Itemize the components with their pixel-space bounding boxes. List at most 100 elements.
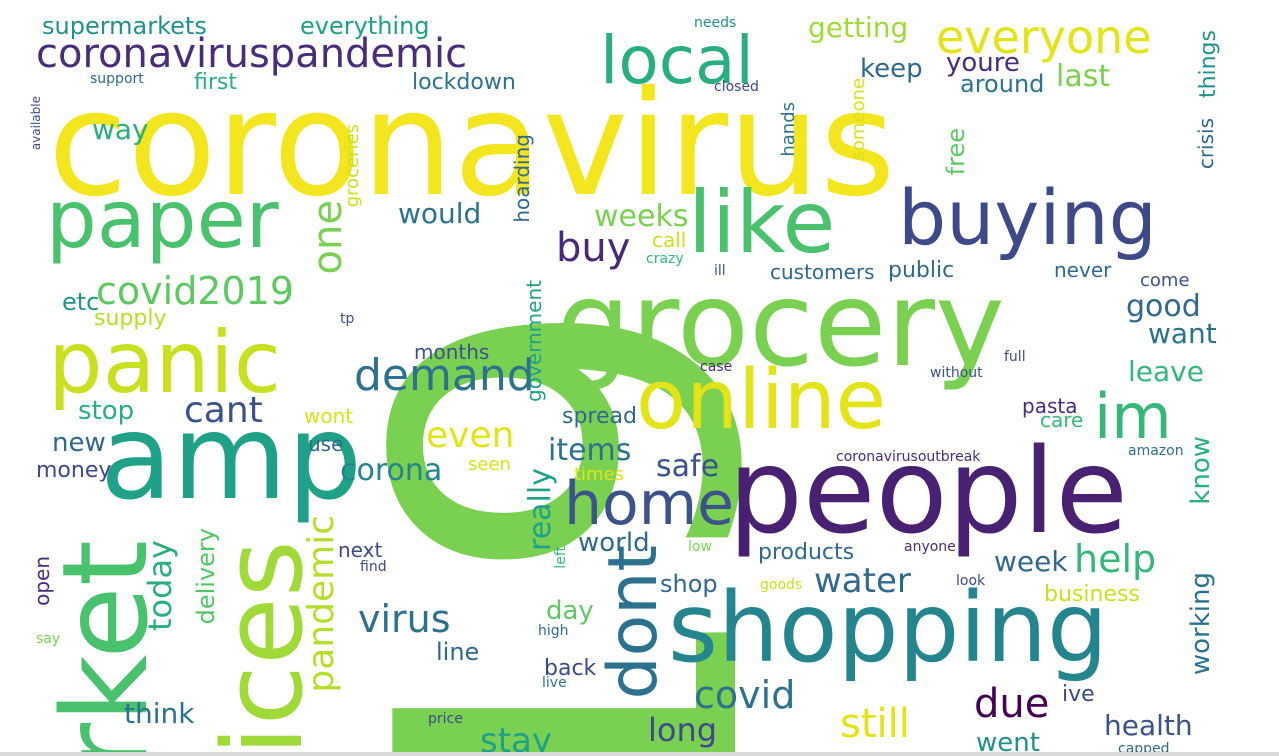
word-112: line (436, 638, 480, 666)
word-34: stay (480, 721, 553, 752)
word-19: covid2019 (96, 269, 295, 313)
word-51: good (1126, 289, 1201, 324)
word-32: due (974, 681, 1050, 727)
word-94: use (308, 432, 344, 456)
word-71: needs (694, 15, 737, 31)
word-31: covid (694, 673, 796, 717)
word-cloud: coronavirus 19 grocery people shopping online… (8, 0, 1258, 752)
word-53: leave (1128, 355, 1204, 388)
word-22: one (305, 200, 351, 275)
word-48: last (1056, 59, 1111, 94)
word-74: hoarding (510, 134, 534, 223)
word-89: without (930, 365, 983, 381)
word-91: care (1040, 408, 1084, 432)
word-35: long (648, 711, 718, 749)
word-60: supply (94, 306, 167, 331)
word-118: say (36, 631, 61, 647)
word-101: next (338, 538, 383, 562)
word-85: months (414, 340, 490, 364)
word-0: coronavirus (48, 60, 896, 229)
word-113: high (538, 623, 569, 639)
bottom-border (0, 752, 1279, 756)
word-49: getting (808, 11, 909, 44)
word-105: products (758, 540, 855, 565)
word-55: crisis (1194, 118, 1218, 170)
word-115: live (542, 675, 567, 691)
word-42: health (1104, 709, 1193, 742)
word-117: price (428, 711, 463, 727)
word-86: tp (340, 311, 355, 327)
word-18: dont (594, 545, 673, 700)
word-73: groceries (342, 124, 363, 208)
word-45: would (398, 197, 482, 230)
word-40: week (994, 545, 1068, 578)
word-13: everyone (936, 10, 1152, 64)
word-97: really (523, 468, 558, 551)
word-46: keep (860, 54, 923, 84)
word-77: someone (848, 78, 869, 161)
word-3: people (728, 422, 1128, 560)
word-37: delivery (192, 528, 220, 625)
word-90: pasta (1022, 394, 1078, 418)
word-66: lockdown (412, 70, 516, 95)
word-38: pandemic (301, 515, 342, 693)
word-64: open (30, 556, 54, 606)
word-36: today (141, 540, 179, 631)
word-50: around (960, 70, 1045, 98)
word-88: case (700, 359, 733, 375)
word-80: ill (714, 263, 726, 279)
word-16: home (564, 469, 735, 539)
word-25: corona (340, 453, 443, 488)
word-100: amazon (1128, 443, 1184, 459)
word-63: money (36, 458, 112, 483)
word-56: things (1196, 30, 1221, 99)
word-27: safe (656, 449, 720, 484)
word-10: paper (46, 173, 279, 266)
word-65: first (194, 70, 237, 95)
word-33: still (840, 701, 910, 747)
word-8: buying (898, 173, 1157, 262)
word-75: government (522, 280, 546, 402)
word-61: stop (78, 396, 135, 426)
word-68: everything (300, 12, 430, 40)
word-79: crazy (646, 251, 684, 267)
word-26: items (548, 433, 632, 468)
word-21: buy (556, 225, 631, 271)
word-83: never (1054, 258, 1112, 282)
word-98: world (578, 528, 650, 558)
word-95: seen (468, 454, 511, 475)
word-28: water (814, 561, 911, 601)
word-111: day (546, 596, 594, 626)
word-4: shopping (668, 572, 1108, 684)
word-81: customers (770, 260, 875, 284)
word-9: like (688, 173, 836, 273)
word-76: hands (778, 102, 799, 157)
word-59: etc (62, 288, 100, 316)
word-23: cant (184, 390, 263, 431)
word-96: times (574, 464, 625, 485)
word-11: local (600, 22, 754, 99)
word-44: weeks (594, 199, 689, 234)
word-58: way (92, 113, 149, 146)
word-54: know (1186, 436, 1216, 505)
word-108: goods (760, 577, 803, 593)
word-47: youre (946, 48, 1020, 78)
word-92: spread (562, 404, 637, 429)
word-78: call (652, 228, 687, 252)
word-102: find (360, 559, 387, 575)
word-24: even (426, 415, 515, 456)
word-93: wont (304, 404, 354, 428)
word-82: public (888, 258, 955, 283)
word-70: available (29, 96, 43, 151)
word-84: come (1140, 270, 1190, 291)
word-114: back (544, 656, 597, 681)
word-107: shop (660, 570, 718, 598)
word-103: left (553, 546, 569, 569)
word-109: look (956, 573, 986, 589)
word-6: amp (100, 388, 363, 526)
word-5: online (636, 353, 887, 448)
word-62: new (52, 428, 106, 458)
word-17: im (1094, 380, 1172, 453)
word-30: virus (358, 597, 451, 641)
word-29: help (1074, 537, 1157, 581)
